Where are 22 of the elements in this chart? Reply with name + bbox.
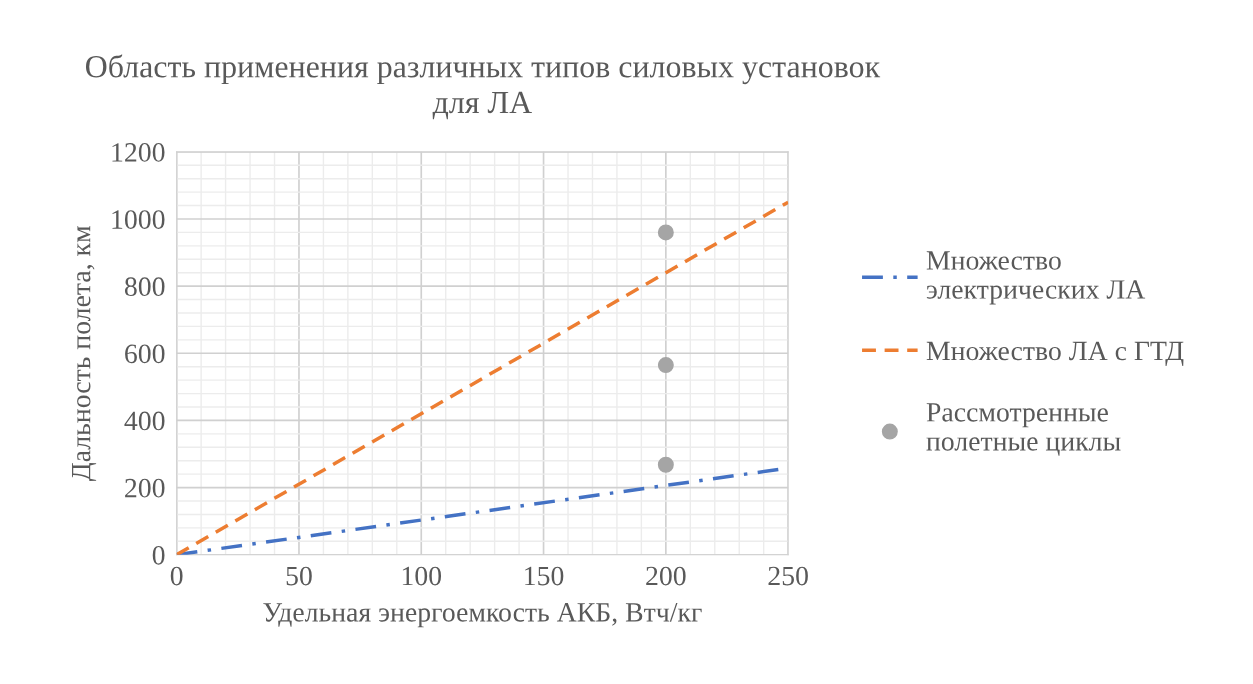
y-tick-label: 0 bbox=[152, 545, 165, 565]
x-tick-label: 150 bbox=[525, 566, 564, 586]
x-tick-label: 100 bbox=[402, 566, 442, 586]
point bbox=[657, 224, 674, 241]
y-tick-label: 200 bbox=[125, 478, 165, 498]
point bbox=[657, 456, 674, 473]
y-tick-label: 1200 bbox=[112, 143, 165, 162]
y-tick-label: 600 bbox=[125, 344, 165, 364]
y-tick-label: 800 bbox=[124, 277, 165, 297]
x-tick-label: 200 bbox=[646, 566, 686, 586]
x-tick-label: 50 bbox=[286, 566, 312, 586]
legend-label: Множество электрических ЛА bbox=[926, 251, 1146, 305]
y-axis-title: Дальность полета, км bbox=[72, 225, 97, 482]
y-tick-label: 400 bbox=[124, 411, 165, 431]
x-tick-label: 250 bbox=[768, 566, 808, 586]
x-axis-title: Удельная энергоемкость АКБ, Втч/кг bbox=[263, 603, 702, 628]
chart-title: Область применения различных типов силовых установок для ЛА bbox=[85, 54, 881, 120]
y-tick-label: 1000 bbox=[112, 210, 165, 229]
legend-label: Множество ЛА с ГТД bbox=[926, 341, 1184, 366]
point bbox=[657, 357, 674, 374]
x-tick-label: 0 bbox=[170, 566, 183, 586]
legend-label: Рассмотренные полетные циклы bbox=[926, 403, 1121, 456]
